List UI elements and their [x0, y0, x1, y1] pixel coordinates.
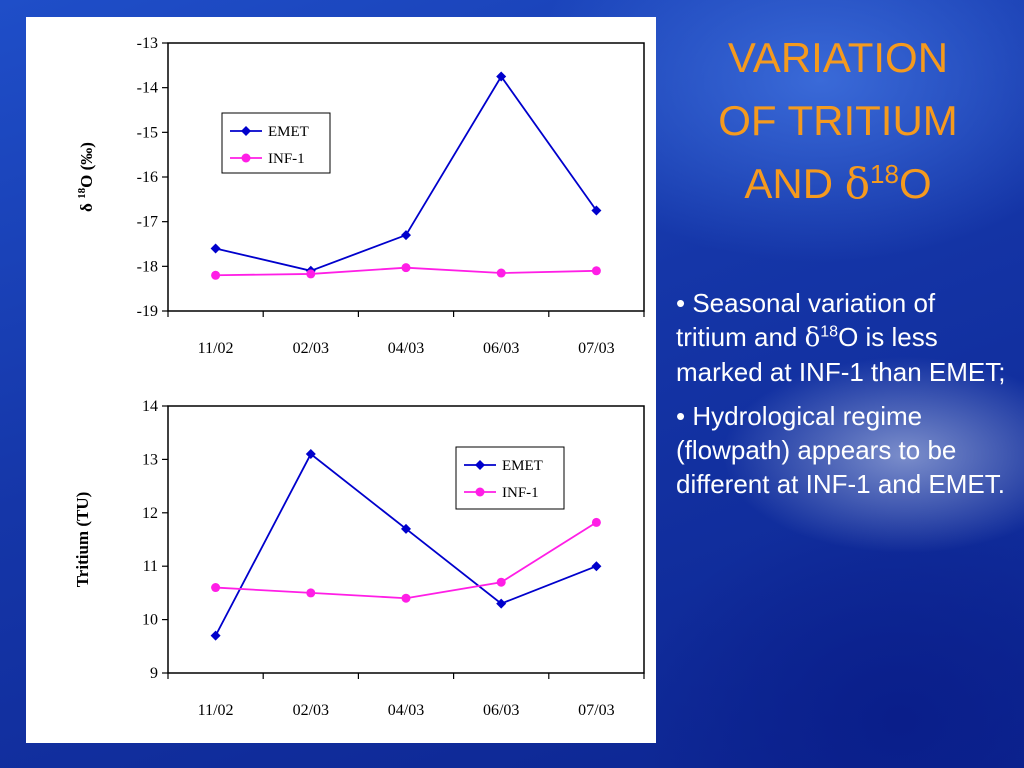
slide-title: VARIATION OF TRITIUM AND δ18O	[668, 26, 1008, 215]
y-tick-label: -15	[137, 124, 158, 141]
charts-canvas: -13 -14 -15 -16 -17 -18 -19 11/02 02/03 04/03 06/0…	[73, 35, 645, 719]
data-point-emet	[401, 230, 411, 241]
y-tick-label: -16	[137, 169, 158, 186]
bullet-item-1: • Seasonal variation of tritium and δ18O…	[676, 286, 1011, 389]
title-line-3-prefix: AND	[744, 160, 845, 207]
y-tick-label: 13	[142, 451, 158, 468]
series-line-emet	[215, 74, 598, 272]
data-point-inf1	[496, 577, 506, 587]
legend-marker-emet	[241, 126, 251, 136]
data-point-inf1	[591, 266, 601, 276]
bullet-list: • Seasonal variation of tritium and δ18O…	[676, 286, 1011, 511]
legend-box	[221, 112, 331, 174]
y-axis-label-superscript: 18	[76, 187, 88, 199]
y-tick-label: 10	[142, 612, 158, 629]
data-point-inf1	[401, 593, 411, 603]
y-tick-label: -14	[137, 80, 158, 97]
y-tick-label: 11	[143, 558, 158, 575]
legend-label-inf1: INF-1	[268, 151, 305, 167]
data-point-inf1	[211, 270, 221, 280]
y-axis-label-suffix: O (‰)	[77, 142, 96, 188]
y-axis-label-prefix: δ	[77, 199, 96, 212]
y-tick-label: -19	[137, 303, 158, 320]
legend-label-inf1: INF-1	[502, 485, 539, 501]
y-tick-label: 9	[150, 665, 158, 682]
legend-label-emet: EMET	[502, 458, 543, 474]
data-point-inf1	[211, 583, 221, 593]
x-tick-label: 06/03	[483, 340, 519, 357]
bullet-1-text-a: Seasonal variation of tritium and	[676, 288, 936, 353]
legend: EMET INF-1	[221, 112, 331, 174]
chart-2: 14 13 12 11 10 9 11/02 02/03 04/03 06/03 07/03 Trit…	[73, 398, 645, 719]
y-tick-label: 14	[142, 398, 158, 415]
bullet-item-2: • Hydrological regime (flowpath) appears…	[676, 399, 1011, 501]
y-tick-label: -18	[137, 258, 158, 275]
x-tick-label: 11/02	[198, 340, 234, 357]
y-tick-label: -13	[137, 35, 158, 52]
chart-panel: -13 -14 -15 -16 -17 -18 -19 11/02 02/03 04/03 06/0…	[26, 17, 656, 743]
data-point-emet	[591, 205, 602, 216]
y-axis-label: Tritium (TU)	[73, 492, 92, 588]
data-point-emet	[591, 561, 602, 572]
bullet-marker: •	[676, 288, 686, 318]
x-tick-label: 07/03	[578, 340, 614, 357]
chart-1: -13 -14 -15 -16 -17 -18 -19 11/02 02/03 04/03 06/0…	[76, 35, 645, 357]
y-tick-label: 12	[142, 505, 158, 522]
legend-marker-emet	[475, 460, 485, 470]
data-point-emet	[210, 630, 221, 641]
bullet-1-superscript: 18	[820, 323, 839, 341]
x-tick-label: 04/03	[388, 702, 424, 719]
data-point-emet	[210, 243, 221, 254]
title-delta-symbol: δ	[844, 159, 871, 208]
y-axis-label: δ 18O (‰)	[76, 142, 96, 212]
y-axis-label-suffix: )	[73, 492, 92, 498]
x-tick-label: 02/03	[293, 340, 329, 357]
data-point-inf1	[496, 268, 506, 278]
bullet-1-delta-symbol: δ	[804, 323, 821, 354]
data-point-emet	[401, 523, 411, 534]
bullet-2-text: Hydrological regime (flowpath) appears t…	[676, 401, 1005, 500]
title-line-1: VARIATION	[727, 34, 949, 81]
title-line-3-suffix: O	[898, 160, 932, 207]
title-line-2: OF TRITIUM	[718, 97, 958, 144]
data-point-inf1	[306, 588, 316, 598]
legend-label-emet: EMET	[268, 124, 309, 140]
data-point-emet	[305, 449, 316, 460]
legend-box	[455, 446, 565, 510]
data-point-inf1	[306, 269, 316, 279]
x-tick-label: 06/03	[483, 702, 519, 719]
legend-marker-inf1	[475, 487, 485, 497]
legend-marker-inf1	[241, 153, 251, 163]
data-point-inf1	[401, 263, 411, 273]
bullet-1-text-b: O is less marked at INF-1 than EMET;	[676, 322, 1006, 388]
x-tick-label: 02/03	[293, 702, 329, 719]
x-tick-label: 11/02	[198, 702, 234, 719]
plot-area-border	[167, 405, 645, 674]
y-axis-label-prefix: Tritium (TU	[73, 497, 92, 587]
y-tick-label: -17	[137, 214, 158, 231]
bullet-marker: •	[676, 401, 686, 432]
data-point-emet	[496, 71, 507, 82]
x-tick-label: 07/03	[578, 702, 614, 719]
title-superscript: 18	[870, 159, 899, 189]
x-tick-label: 04/03	[388, 340, 424, 357]
legend: EMET INF-1	[455, 446, 565, 510]
data-point-emet	[496, 598, 507, 609]
data-point-inf1	[591, 517, 601, 527]
